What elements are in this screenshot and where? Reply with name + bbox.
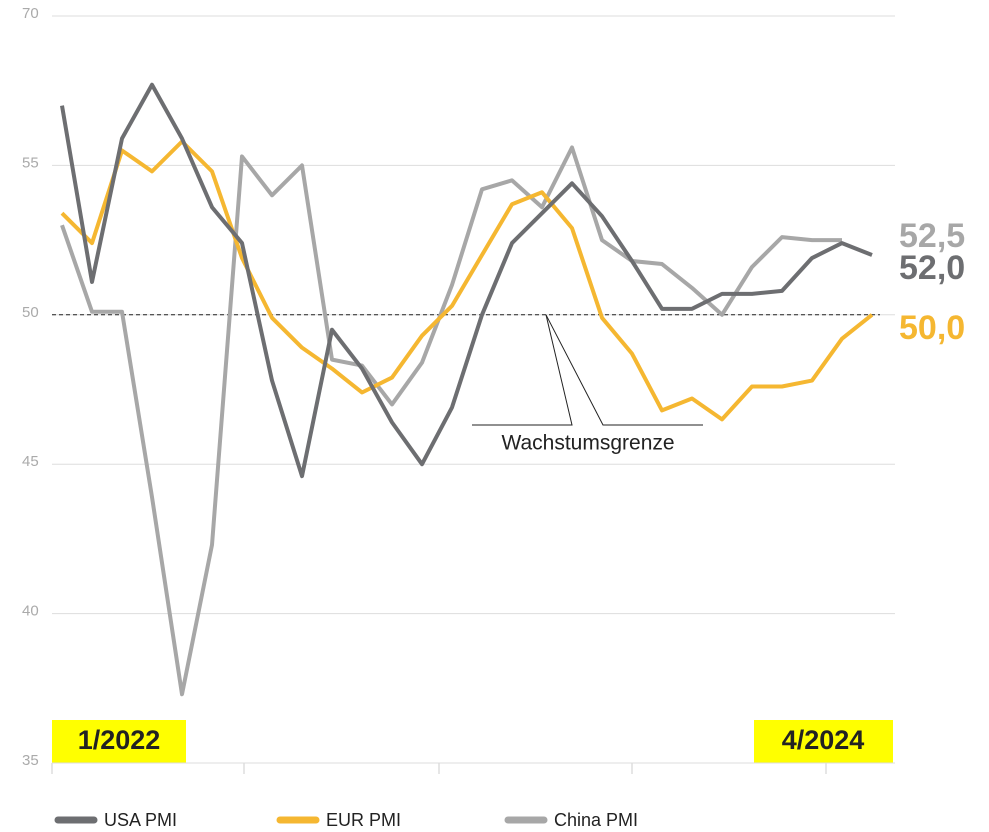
legend-label: China PMI: [554, 810, 638, 830]
end-value-label: 50,0: [899, 309, 965, 347]
leader-line: [472, 314, 573, 426]
series-line: [60, 82, 873, 479]
legend-label: EUR PMI: [326, 810, 401, 830]
end-value-label: 52,5: [899, 217, 965, 255]
y-tick-label: 70: [22, 5, 39, 22]
leader-line: [545, 314, 703, 426]
annotation-text: Wachstumsgrenze: [501, 432, 674, 455]
y-tick-label: 45: [22, 453, 39, 470]
series-line: [60, 139, 874, 422]
y-tick-label: 40: [22, 603, 39, 620]
end-value-label: 52,0: [899, 249, 965, 287]
legend-label: USA PMI: [104, 810, 177, 830]
series-line: [60, 145, 842, 697]
y-tick-label: 50: [22, 304, 39, 321]
y-tick-label: 55: [22, 154, 39, 171]
y-tick-label: 35: [22, 752, 39, 769]
x-category-label: 1/2022: [78, 725, 161, 755]
end-date-box: [754, 720, 893, 763]
annotation-leaders: [472, 314, 703, 426]
start-date-box: [52, 720, 186, 763]
x-ticks: [51, 763, 827, 774]
x-category-label: 4/2024: [782, 725, 865, 755]
